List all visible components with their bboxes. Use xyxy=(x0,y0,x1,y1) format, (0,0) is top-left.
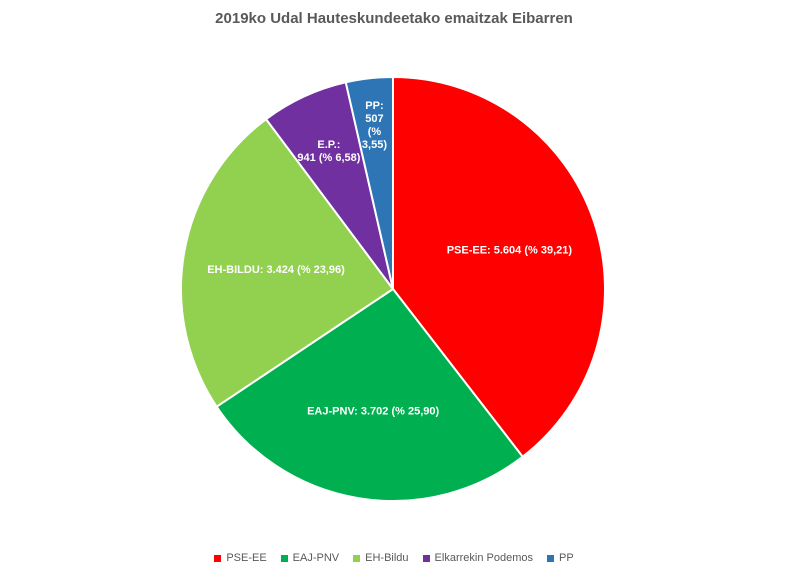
legend-item: PSE-EE xyxy=(214,552,267,564)
legend-item: PP xyxy=(546,552,574,564)
pie-slice-eaj-pnv xyxy=(215,287,525,502)
pie-slice-eh-bildu xyxy=(180,117,395,409)
chart-legend: PSE-EE EAJ-PNV EH-Bildu Elkarrekin Podemos P… xyxy=(0,552,788,564)
legend-swatch xyxy=(214,554,222,562)
pie-slice-pse-ee xyxy=(392,75,606,459)
legend-swatch xyxy=(422,554,430,562)
data-label-eaj-pnv: EAJ-PNV: 3.702 (% 25,90) xyxy=(307,405,439,417)
data-label-pp: PP: 507 (% 3,55) xyxy=(362,100,387,151)
pie-slices xyxy=(180,75,606,502)
data-label-line: E.P.: xyxy=(317,139,340,151)
legend-label: EH-Bildu xyxy=(365,552,409,564)
legend-label: PP xyxy=(558,552,574,564)
legend-label: PSE-EE xyxy=(226,552,267,564)
data-label-line: EAJ-PNV: 3.702 (% 25,90) xyxy=(307,405,439,417)
data-label-pse-ee: PSE-EE: 5.604 (% 39,21) xyxy=(447,244,573,256)
data-label-e-p: E.P.: 941 (% 6,58) xyxy=(297,139,360,164)
pie-data-labels: PSE-EE: 5.604 (% 39,21) EAJ-PNV: 3.702 (%… xyxy=(207,100,572,417)
data-label-eh-bildu: EH-BILDU: 3.424 (% 23,96) xyxy=(207,264,345,276)
data-label-line: 507 xyxy=(365,113,383,125)
data-label-line: EH-BILDU: 3.424 (% 23,96) xyxy=(207,264,345,276)
legend-swatch xyxy=(353,554,361,562)
data-label-line: (% xyxy=(368,126,382,138)
pie-slice-pp xyxy=(344,75,394,290)
chart-title: 2019ko Udal Hauteskundeetako emaitzak Ei… xyxy=(215,10,573,27)
legend-item: Elkarrekin Podemos xyxy=(422,552,533,564)
legend-label: Elkarrekin Podemos xyxy=(434,552,533,564)
data-label-line: 941 (% 6,58) xyxy=(297,152,360,164)
legend-item: EH-Bildu xyxy=(353,552,409,564)
legend-item: EAJ-PNV xyxy=(280,552,340,564)
data-label-line: 3,55) xyxy=(362,139,387,151)
data-label-line: PP: xyxy=(365,100,383,112)
data-label-line: PSE-EE: 5.604 (% 39,21) xyxy=(447,244,573,256)
legend-swatch xyxy=(546,554,554,562)
legend-swatch xyxy=(280,554,288,562)
legend-label: EAJ-PNV xyxy=(292,552,340,564)
